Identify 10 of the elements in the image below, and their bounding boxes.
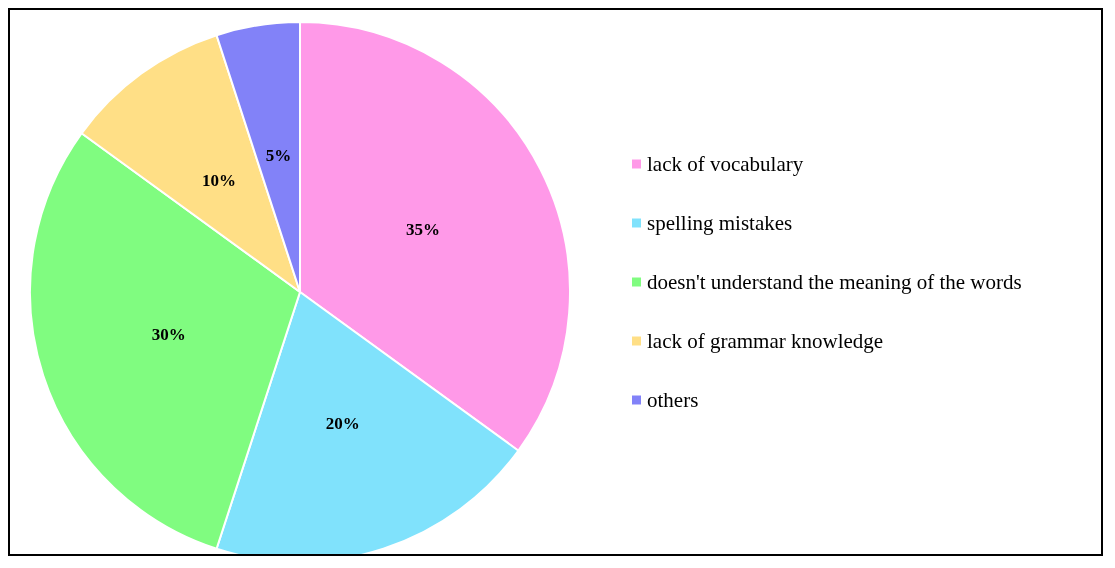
legend-label: spelling mistakes <box>647 211 793 235</box>
data-label: 20% <box>325 413 360 433</box>
legend-label: others <box>647 388 699 412</box>
data-label: 10% <box>201 170 236 190</box>
legend-label: doesn't understand the meaning of the words <box>647 270 1022 294</box>
data-label: 30% <box>151 325 186 345</box>
data-label: 35% <box>405 219 440 239</box>
data-label: 5% <box>265 146 292 166</box>
legend-label: lack of grammar knowledge <box>647 329 884 353</box>
legend-label: lack of vocabulary <box>647 152 804 176</box>
